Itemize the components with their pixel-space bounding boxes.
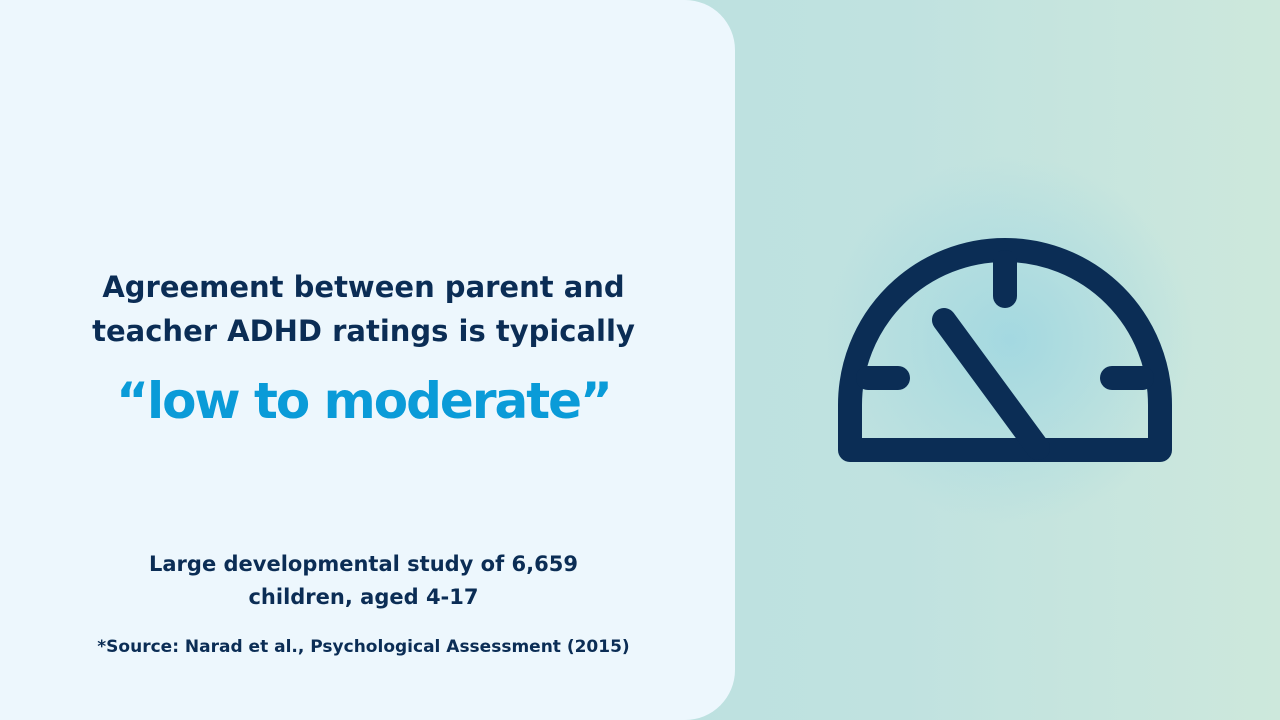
study-line: Large developmental study of 6,659 bbox=[149, 552, 578, 576]
needle bbox=[932, 308, 1050, 460]
text-panel: Agreement between parent and teacher ADH… bbox=[0, 0, 735, 720]
source: *Source: Narad et al., Psychological Ass… bbox=[97, 637, 630, 657]
heading: Agreement between parent and teacher ADH… bbox=[0, 265, 727, 353]
gauge-icon bbox=[838, 238, 1172, 462]
heading-line: teacher ADHD ratings is typically bbox=[92, 314, 635, 348]
study: Large developmental study of 6,659 child… bbox=[0, 548, 727, 614]
gauge-body bbox=[838, 238, 1172, 462]
study-line: children, aged 4-17 bbox=[248, 585, 479, 609]
heading-line: Agreement between parent and bbox=[102, 270, 625, 304]
highlight: “low to moderate” bbox=[116, 372, 613, 430]
